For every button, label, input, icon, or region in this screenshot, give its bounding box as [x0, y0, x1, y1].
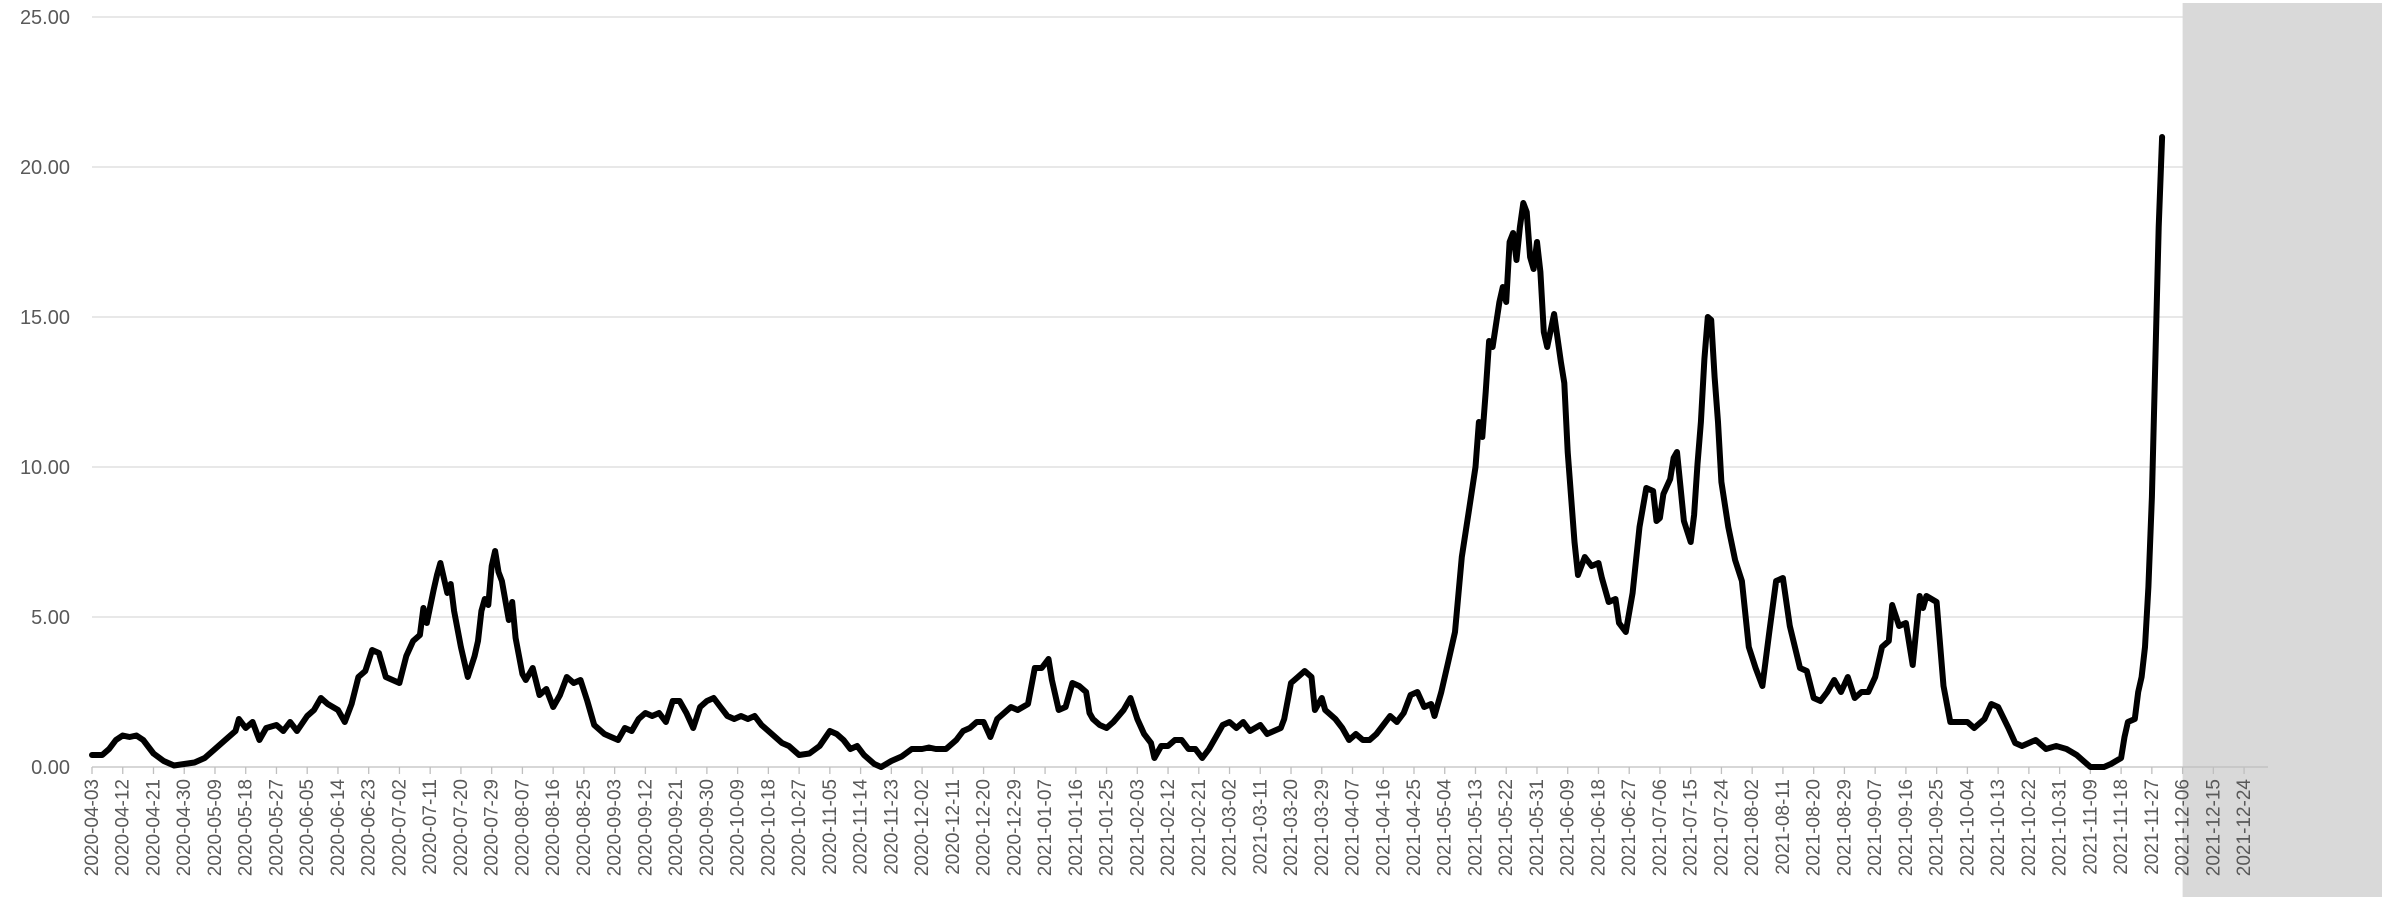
x-tick-label: 2021-04-16	[1373, 779, 1394, 876]
x-tick-label: 2021-10-13	[1988, 779, 2009, 876]
x-tick-label: 2020-08-25	[574, 779, 595, 876]
x-tick-label: 2020-09-21	[666, 779, 687, 876]
x-tick-label: 2020-12-02	[912, 779, 933, 876]
x-tick-label: 2020-05-09	[205, 779, 226, 876]
x-tick-label: 2021-08-02	[1742, 779, 1763, 876]
x-tick-label: 2021-07-15	[1681, 779, 1702, 876]
x-tick-label: 2020-09-03	[605, 779, 626, 876]
x-tick-label: 2021-01-07	[1035, 779, 1056, 876]
x-tick-label: 2021-09-16	[1896, 779, 1917, 876]
y-tick-label: 10.00	[20, 457, 70, 479]
x-tick-label: 2021-11-27	[2142, 779, 2163, 875]
x-tick-label: 2020-12-11	[943, 779, 964, 875]
x-tick-label: 2020-07-02	[389, 779, 410, 876]
x-tick-label: 2020-05-27	[266, 779, 287, 876]
x-tick-label: 2021-01-16	[1066, 779, 1087, 876]
x-tick-label: 2020-06-14	[328, 779, 349, 877]
y-tick-label: 0.00	[31, 757, 70, 779]
x-tick-label: 2021-02-21	[1189, 779, 1210, 876]
y-tick-label: 15.00	[20, 307, 70, 329]
x-tick-label: 2021-12-24	[2234, 779, 2255, 877]
x-tick-label: 2021-10-31	[2050, 779, 2071, 876]
x-tick-label: 2020-07-11	[420, 779, 441, 875]
x-axis: 2020-04-03 2020-04-12 2020-04-21 2020-04-30…	[82, 767, 2255, 876]
x-tick-label: 2021-07-06	[1650, 779, 1671, 876]
y-axis: 0.00 5.00 10.00 15.00 20.00 25.00	[20, 7, 70, 779]
x-tick-label: 2021-08-20	[1804, 779, 1825, 876]
x-tick-label: 2020-12-20	[974, 779, 995, 876]
x-tick-label: 2020-04-03	[82, 779, 103, 876]
x-tick-label: 2020-06-05	[297, 779, 318, 876]
x-tick-label: 2021-12-15	[2203, 779, 2224, 876]
x-tick-label: 2020-05-18	[236, 779, 257, 876]
x-tick-label: 2021-04-07	[1343, 779, 1364, 876]
x-tick-label: 2020-04-21	[143, 779, 164, 876]
x-tick-label: 2021-06-27	[1619, 779, 1640, 876]
x-tick-label: 2020-10-27	[789, 779, 810, 876]
x-tick-label: 2021-07-24	[1711, 779, 1732, 877]
x-tick-label: 2020-07-20	[451, 779, 472, 876]
x-tick-label: 2020-06-23	[359, 779, 380, 876]
x-tick-label: 2021-03-02	[1220, 779, 1241, 876]
x-tick-label: 2021-08-29	[1834, 779, 1855, 876]
x-tick-label: 2021-09-07	[1865, 779, 1886, 876]
y-tick-label: 5.00	[31, 607, 70, 629]
x-tick-label: 2020-08-16	[543, 779, 564, 876]
x-tick-label: 2020-08-07	[512, 779, 533, 876]
x-tick-label: 2020-11-05	[820, 779, 841, 875]
x-tick-label: 2020-09-12	[635, 779, 656, 876]
y-tick-label: 25.00	[20, 7, 70, 29]
x-tick-label: 2021-03-20	[1281, 779, 1302, 876]
series-line	[89, 134, 2166, 770]
x-tick-label: 2021-01-25	[1097, 779, 1118, 876]
x-tick-label: 2021-06-09	[1558, 779, 1579, 876]
x-tick-label: 2021-03-11	[1250, 779, 1271, 875]
x-tick-label: 2021-08-11	[1773, 779, 1794, 875]
y-tick-label: 20.00	[20, 157, 70, 179]
x-tick-label: 2021-10-04	[1957, 779, 1978, 877]
x-tick-label: 2021-06-18	[1588, 779, 1609, 876]
x-tick-label: 2021-02-03	[1127, 779, 1148, 876]
x-tick-label: 2020-11-14	[851, 779, 872, 875]
x-tick-label: 2021-05-31	[1527, 779, 1548, 876]
x-tick-label: 2021-12-06	[2173, 779, 2194, 876]
x-tick-label: 2020-09-30	[697, 779, 718, 876]
x-tick-label: 2021-10-22	[2019, 779, 2040, 876]
x-tick-label: 2021-03-29	[1312, 779, 1333, 876]
x-tick-label: 2020-04-12	[113, 779, 134, 876]
x-tick-label: 2021-09-25	[1927, 779, 1948, 876]
x-tick-label: 2021-02-12	[1158, 779, 1179, 876]
x-tick-label: 2020-11-23	[881, 779, 902, 875]
x-tick-label: 2021-05-04	[1435, 779, 1456, 877]
x-tick-label: 2021-04-25	[1404, 779, 1425, 876]
x-tick-label: 2021-11-09	[2080, 779, 2101, 875]
highlight-band	[2182, 3, 2382, 897]
x-tick-label: 2020-10-18	[758, 779, 779, 876]
x-tick-label: 2021-05-22	[1496, 779, 1517, 876]
x-tick-label: 2020-07-29	[482, 779, 503, 876]
x-tick-label: 2020-10-09	[728, 779, 749, 876]
x-tick-label: 2021-05-13	[1465, 779, 1486, 876]
x-tick-label: 2020-12-29	[1004, 779, 1025, 876]
x-tick-label: 2021-11-18	[2111, 779, 2132, 875]
x-tick-label: 2020-04-30	[174, 779, 195, 876]
